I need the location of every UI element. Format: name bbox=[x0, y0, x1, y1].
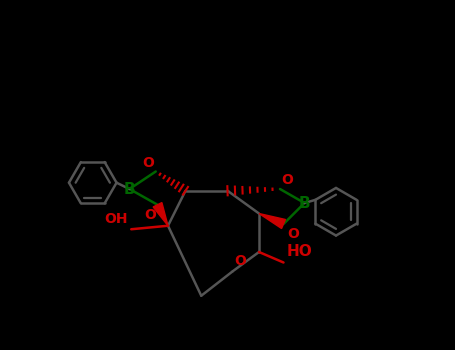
Text: O: O bbox=[282, 173, 293, 187]
Text: OH: OH bbox=[104, 212, 128, 226]
Text: O: O bbox=[287, 228, 299, 241]
Text: O: O bbox=[234, 254, 246, 268]
Text: HO: HO bbox=[287, 244, 313, 259]
Polygon shape bbox=[153, 203, 168, 226]
Text: B: B bbox=[298, 196, 310, 210]
Polygon shape bbox=[259, 214, 285, 229]
Text: O: O bbox=[144, 208, 156, 222]
Text: B: B bbox=[124, 182, 135, 196]
Text: O: O bbox=[142, 156, 154, 170]
